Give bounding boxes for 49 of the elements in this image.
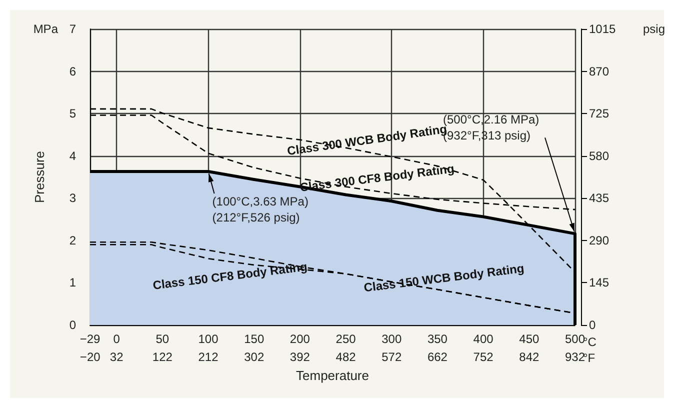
x2-tick-label: 662 xyxy=(427,350,448,364)
x-tick-label: 450 xyxy=(519,332,540,346)
x-tick-label: 500 xyxy=(564,332,586,346)
annotation: Class 150 CF8 Body Rating xyxy=(152,260,308,292)
x2-tick-label: 482 xyxy=(336,350,356,364)
x2-tick-label: 212 xyxy=(198,350,219,364)
x2-tick-label: 842 xyxy=(519,350,540,364)
y-tick-label: 1 xyxy=(69,276,76,290)
x-tick-label: 400 xyxy=(473,332,494,346)
y-tick-label: 7 xyxy=(69,22,76,36)
y2-tick-label: 435 xyxy=(589,191,610,206)
y2-tick-label: 290 xyxy=(589,233,610,248)
text: MPa xyxy=(33,22,58,36)
x-tick-label: 200 xyxy=(290,332,310,346)
y-tick-label: 0 xyxy=(69,318,76,332)
y2-tick-label: 580 xyxy=(589,148,610,163)
y-tick-label: 6 xyxy=(69,64,76,78)
x-tick-label: 0 xyxy=(113,332,120,346)
y2-tick-label: 145 xyxy=(589,276,610,290)
x2-tick-label: 932 xyxy=(564,350,586,364)
x2-tick-label: −20 xyxy=(80,350,101,364)
x2-tick-label: 32 xyxy=(110,350,124,364)
text: psig xyxy=(643,22,666,36)
x-tick-label: 50 xyxy=(156,332,170,346)
y2-tick-label: 0 xyxy=(589,318,596,332)
x-tick-label: 100 xyxy=(198,332,219,346)
y-tick-label: 3 xyxy=(69,191,76,206)
y-axis-title: Pressure xyxy=(32,150,47,204)
annotation: (100°C,3.63 MPa) (212°F,526 psig) xyxy=(212,194,308,225)
x2-tick-label: 572 xyxy=(382,350,402,364)
x2-tick-label: 302 xyxy=(244,350,264,364)
x-tick-label: 300 xyxy=(382,332,402,346)
y-tick-label: 2 xyxy=(69,233,76,248)
x-tick-label: 250 xyxy=(336,332,356,346)
y-tick-label: 5 xyxy=(69,106,76,121)
annotation: Class 300 CF8 Body Rating xyxy=(299,162,455,194)
y2-tick-label: 1015 xyxy=(589,22,616,36)
x2-tick-label: 752 xyxy=(473,350,494,364)
x-tick-label: −29 xyxy=(80,332,100,346)
x2-tick-label: 392 xyxy=(290,350,310,364)
x-axis-title: Temperature xyxy=(296,368,369,383)
x2-tick-label: 122 xyxy=(152,350,173,364)
y2-tick-label: 725 xyxy=(589,106,610,121)
x-tick-label: 350 xyxy=(427,332,448,346)
annotation: Class 150 WCB Body Rating xyxy=(363,261,525,295)
x-tick-label: 150 xyxy=(244,332,264,346)
y2-tick-label: 870 xyxy=(589,64,610,78)
text: °F xyxy=(583,351,596,365)
y-tick-label: 4 xyxy=(69,148,76,163)
